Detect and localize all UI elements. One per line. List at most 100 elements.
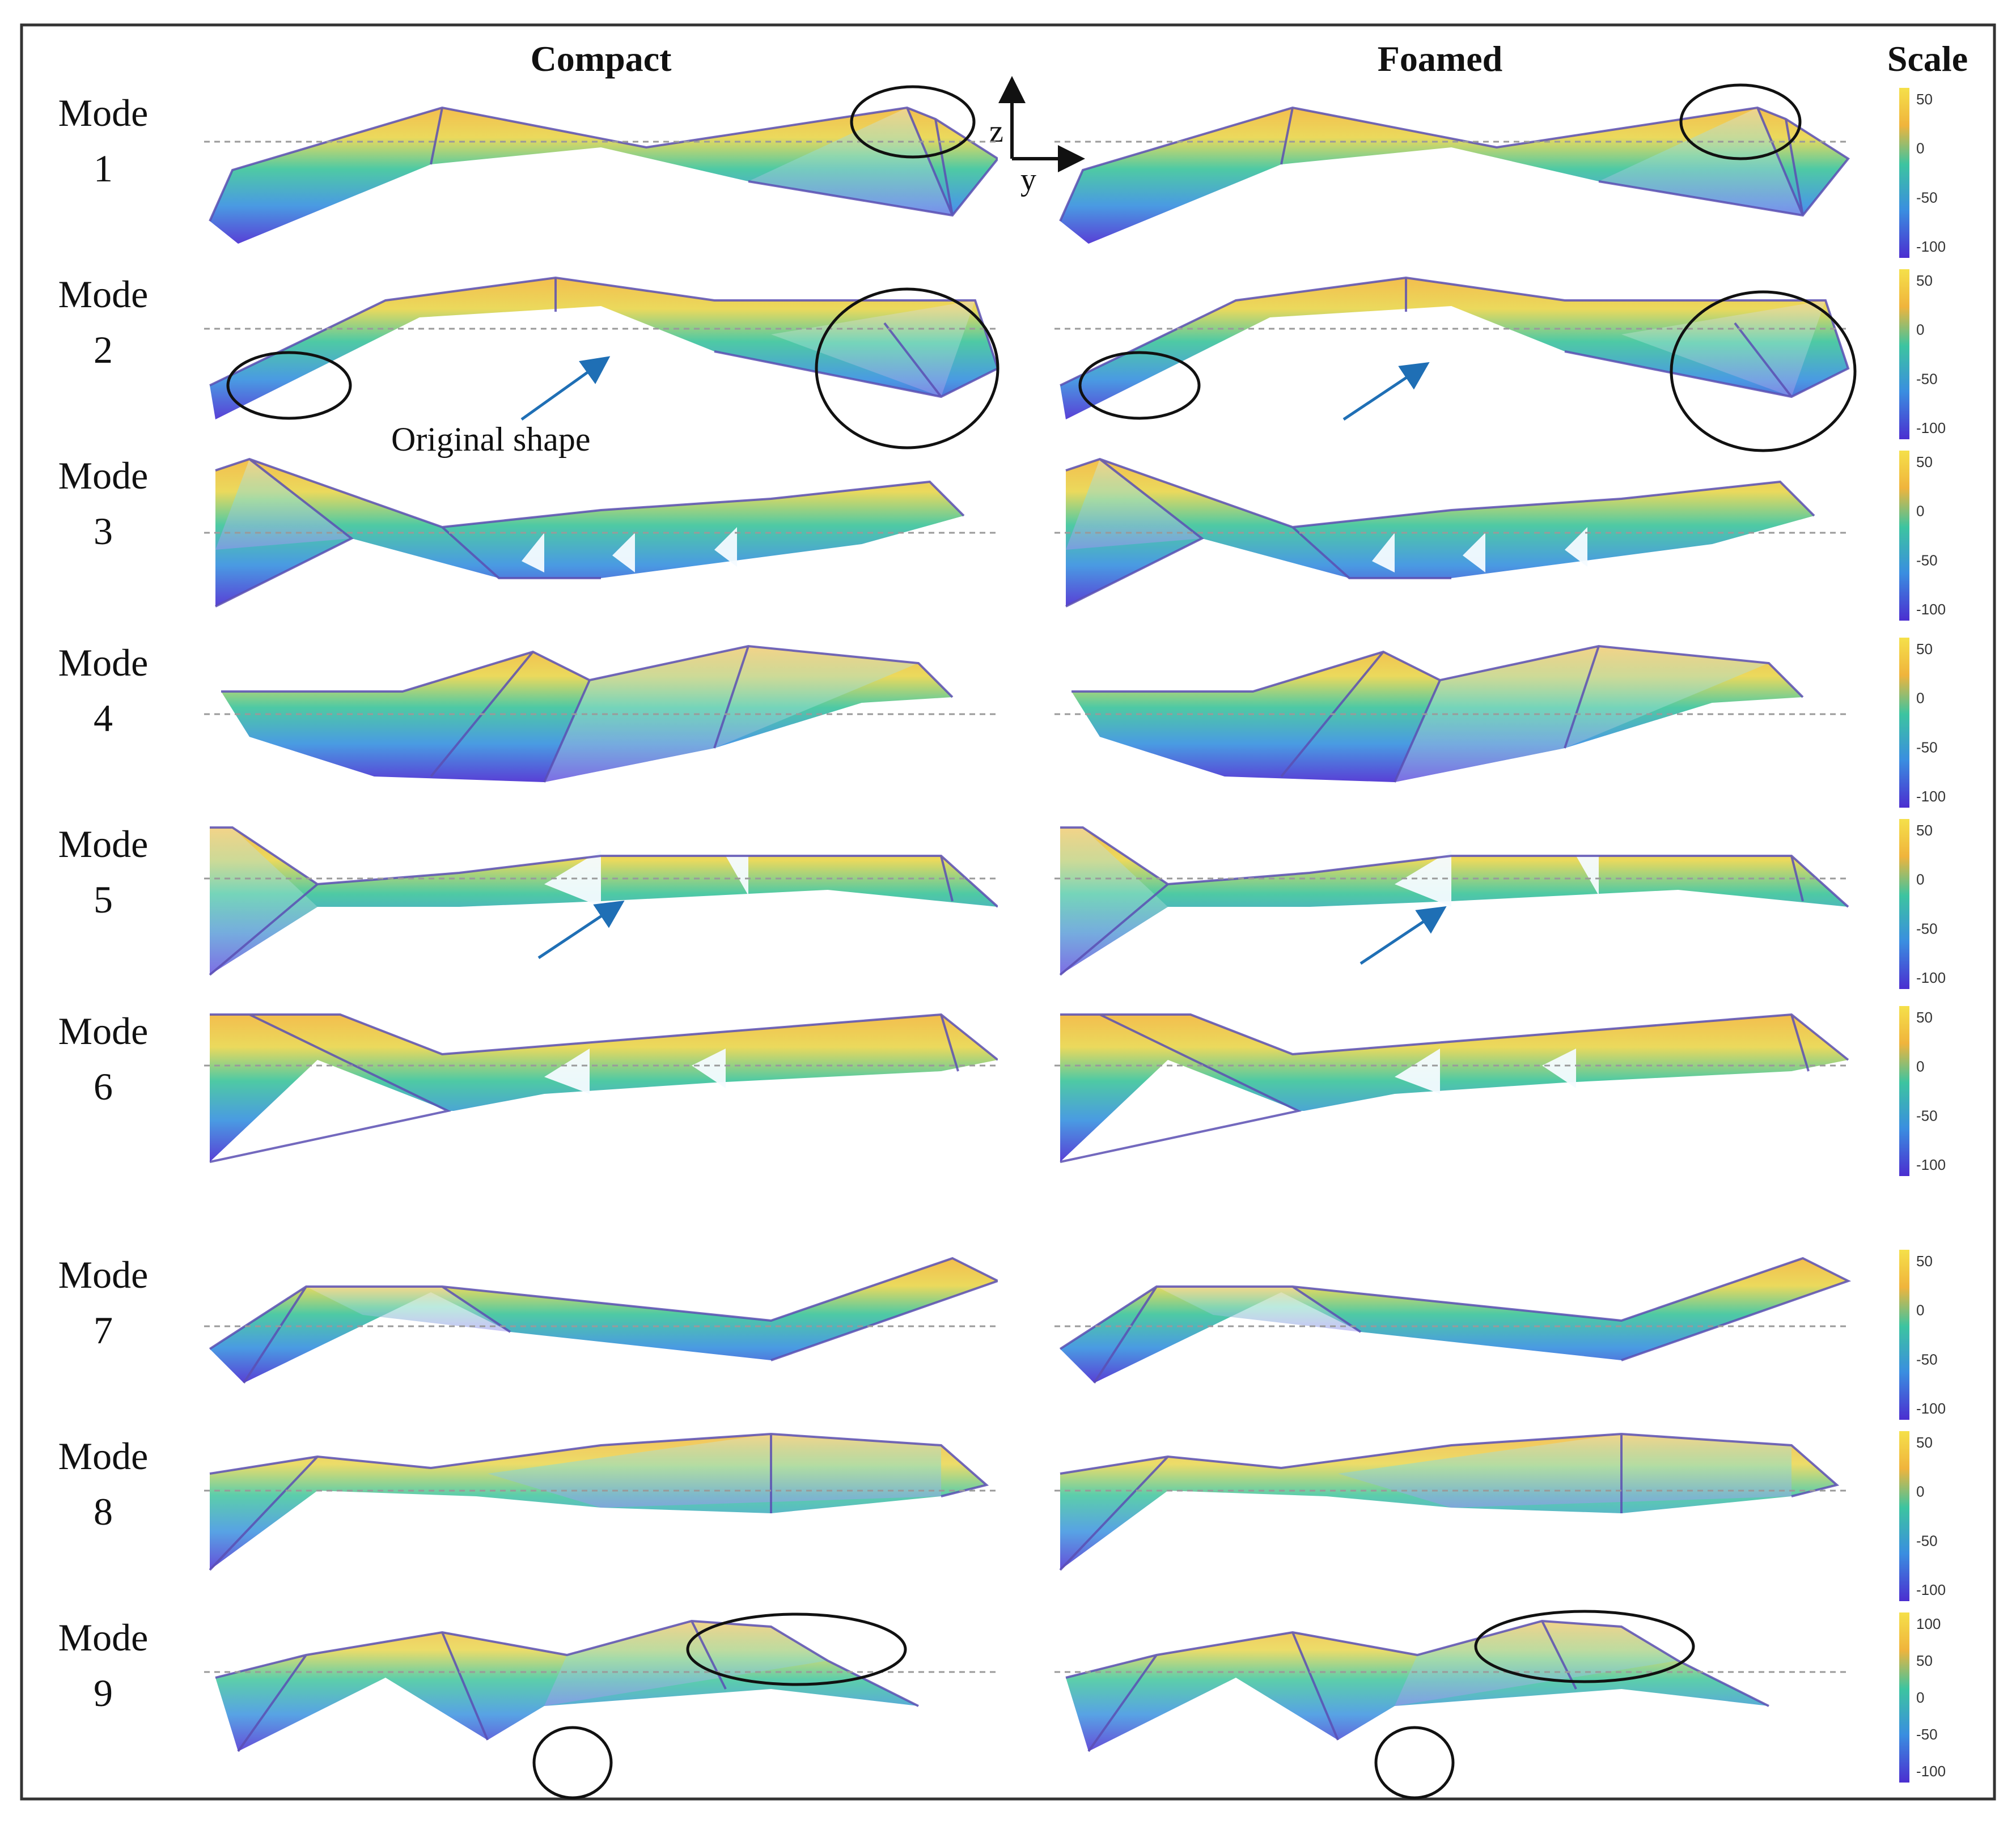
highlight-circle [532, 1726, 613, 1800]
pointer-arrow [520, 356, 611, 421]
mode-label: Mode [58, 641, 149, 684]
compact-mode-shape [204, 1433, 998, 1571]
mode-number: 5 [94, 878, 113, 921]
mode-label: Mode [58, 91, 149, 134]
highlight-circle [686, 1612, 907, 1686]
mode-label: Mode [58, 1253, 149, 1296]
foamed-mode-shape [1054, 1258, 1848, 1383]
highlight-circle [1474, 1610, 1695, 1683]
compact-mode-shape [204, 107, 998, 245]
colorbar-tick-label: 50 [1916, 272, 1933, 289]
colorbar-tick-label: -100 [1916, 1156, 1946, 1173]
colorbar-tick-label: 50 [1916, 1652, 1933, 1669]
colorbar [1899, 819, 1909, 989]
colorbar [1899, 88, 1909, 258]
mode-row: Mode 2 50 0 -50 -100 [58, 269, 1946, 439]
compact-mode-shape [204, 277, 998, 421]
colorbar-tick-label: 50 [1916, 1434, 1933, 1451]
colorbar-tick-label: -50 [1916, 370, 1938, 387]
colorbar-tick-label: 100 [1916, 1615, 1941, 1632]
colorbar-tick-label: -50 [1916, 920, 1938, 937]
foamed-mode-shape [1054, 827, 1848, 975]
mode-number: 6 [94, 1065, 113, 1108]
colorbar-tick-label: -50 [1916, 1532, 1938, 1549]
colorbar-tick-label: 50 [1916, 1253, 1933, 1270]
colorbar [1899, 1612, 1909, 1783]
colorbar [1899, 451, 1909, 621]
pointer-arrows [520, 356, 1447, 965]
foamed-mode-shape [1054, 646, 1848, 782]
mode-row: Mode 9 100 50 0 -50 -100 [58, 1612, 1946, 1783]
colorbar-tick-label: 0 [1916, 871, 1924, 888]
mode-rows: Mode1500-50-100Mode2500-50-100Mode3500-5… [58, 88, 1946, 1783]
axis-label-z: z [989, 114, 1003, 149]
colorbar-tick-label: 50 [1916, 1009, 1933, 1026]
highlight-circle [1078, 351, 1201, 420]
original-shape-label: Original shape [391, 421, 591, 458]
mode-label: Mode [58, 1009, 149, 1053]
compact-mode-shape [204, 826, 998, 976]
compact-mode-shape [204, 1620, 998, 1752]
compact-mode-shape [204, 1013, 998, 1163]
colorbar-tick-label: -100 [1916, 969, 1946, 986]
axis-triad: z y [989, 76, 1085, 197]
colorbar-tick-label: 0 [1916, 1483, 1924, 1500]
mode-label: Mode [58, 273, 149, 316]
colorbar-tick-label: -50 [1916, 1351, 1938, 1368]
colorbar-tick-label: 50 [1916, 640, 1933, 657]
mode-row: Mode 7 50 0 -50 -100 [58, 1250, 1946, 1420]
mode-row: Mode 1 50 0 -50 -100 [58, 88, 1946, 258]
colorbar-tick-label: 50 [1916, 453, 1933, 470]
colorbar-tick-label: -50 [1916, 1726, 1938, 1743]
mode-label: Mode [58, 822, 149, 865]
colorbar [1899, 269, 1909, 439]
colorbar-tick-label: 0 [1916, 1302, 1924, 1319]
compact-mode-shape [204, 458, 998, 608]
colorbar-tick-label: -50 [1916, 1107, 1938, 1124]
colorbar [1899, 1431, 1909, 1601]
header-foamed: Foamed [1378, 39, 1502, 79]
mode-row: Mode 6 50 0 -50 -100 [58, 1006, 1946, 1176]
pointer-arrow [1359, 906, 1447, 965]
axis-label-y: y [1020, 162, 1036, 197]
colorbar-tick-label: 0 [1916, 1689, 1924, 1706]
colorbar-tick-label: -100 [1916, 1581, 1946, 1598]
mode-number: 8 [94, 1490, 113, 1533]
foamed-mode-shape [1054, 1434, 1848, 1570]
colorbar-tick-label: 0 [1916, 503, 1924, 520]
foamed-mode-shape [1054, 1621, 1848, 1751]
mode-label: Mode [58, 1616, 149, 1659]
mode-number: 1 [94, 147, 113, 190]
colorbar-tick-label: 0 [1916, 140, 1924, 157]
mode-row: Mode 5 50 0 -50 -100 [58, 819, 1946, 989]
colorbar [1899, 1250, 1909, 1420]
mode-number: 2 [94, 328, 113, 371]
mode-number: 4 [94, 697, 113, 740]
highlight-circle [1679, 83, 1802, 160]
colorbar-tick-label: -50 [1916, 551, 1938, 568]
mode-number: 3 [94, 510, 113, 553]
mode-number: 9 [94, 1671, 113, 1715]
colorbar-tick-label: 50 [1916, 822, 1933, 839]
colorbar-tick-label: 50 [1916, 91, 1933, 108]
figure-frame [20, 23, 1996, 1801]
mode-number: 7 [94, 1309, 113, 1352]
foamed-mode-shape [1054, 108, 1848, 244]
header-compact: Compact [531, 39, 672, 79]
header-scale: Scale [1887, 39, 1968, 79]
compact-mode-shape [204, 1257, 998, 1384]
highlight-circle [1374, 1726, 1455, 1800]
compact-mode-shape [204, 645, 998, 783]
colorbar-tick-label: -100 [1916, 1400, 1946, 1417]
highlight-circle [850, 85, 976, 159]
colorbar-tick-label: -100 [1916, 788, 1946, 805]
colorbar-tick-label: -50 [1916, 189, 1938, 206]
pointer-arrow [537, 900, 625, 960]
mode-row: Mode 8 50 0 -50 -100 [58, 1431, 1946, 1601]
mode-label: Mode [58, 454, 149, 497]
colorbar-tick-label: -100 [1916, 1763, 1946, 1780]
highlight-circles [226, 83, 1857, 1800]
mode-row: Mode 4 50 0 -50 -100 [58, 638, 1946, 808]
colorbar-tick-label: -100 [1916, 238, 1946, 255]
